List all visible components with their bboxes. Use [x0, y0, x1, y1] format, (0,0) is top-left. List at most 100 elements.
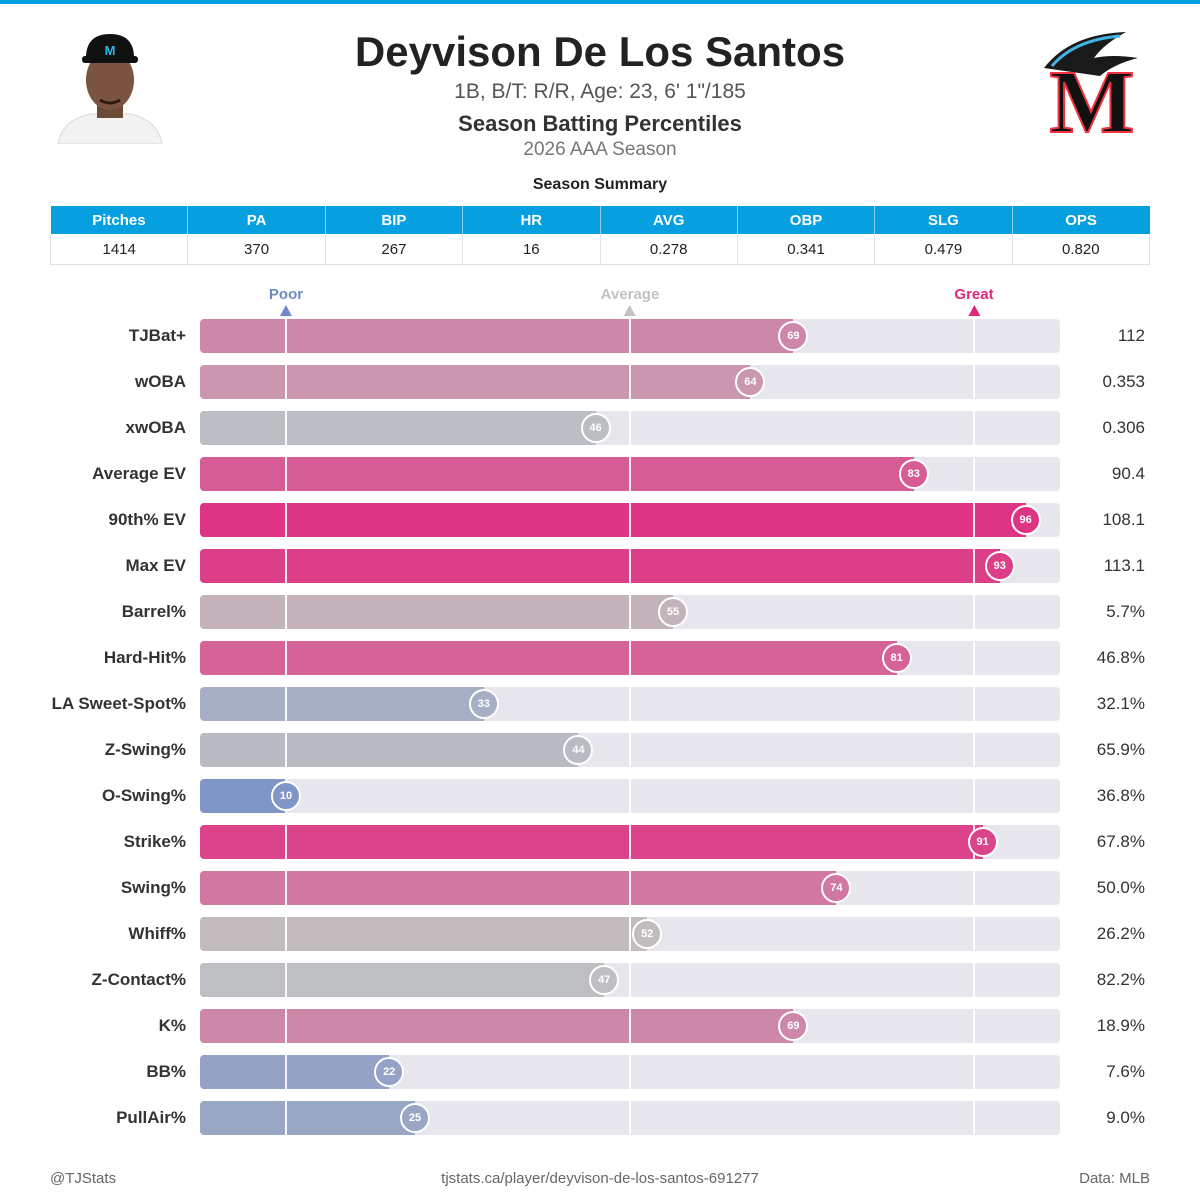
percentile-badge: 10 [271, 781, 301, 811]
reference-guide-line [629, 687, 631, 721]
reference-guide-line [285, 687, 287, 721]
reference-guide-line [973, 641, 975, 675]
metric-value: 46.8% [1096, 648, 1145, 667]
reference-guide-line [285, 963, 287, 997]
percentile-bar [200, 687, 484, 721]
summary-header-cell: PA [187, 206, 326, 234]
summary-header-cell: AVG [600, 206, 738, 234]
summary-value-cell: 267 [325, 234, 464, 265]
reference-guide-line [973, 733, 975, 767]
summary-value-row: 1414 370 267 16 0.278 0.341 0.479 0.820 [49, 234, 1151, 265]
percentile-bar [200, 595, 673, 629]
reference-marker-label: Average [600, 286, 660, 303]
percentile-bar [200, 365, 751, 399]
summary-header-cell: OPS [1012, 206, 1150, 234]
percentile-badge: 91 [967, 827, 998, 857]
metric-label: Barrel% [121, 602, 186, 621]
reference-guide-line [973, 503, 975, 537]
reference-guide-line [629, 595, 631, 629]
reference-guide-line [629, 503, 631, 537]
reference-guide-line [285, 457, 287, 491]
percentile-bar [200, 917, 648, 951]
percentile-track: 83 [200, 457, 1060, 491]
metric-label: Z-Swing% [104, 740, 186, 759]
summary-header-cell: BIP [325, 206, 464, 234]
reference-guide-line [973, 319, 975, 353]
reference-guide-line [629, 825, 631, 859]
season-label: 2026 AAA Season [523, 139, 677, 160]
percentile-track: 46 [200, 411, 1060, 445]
metric-label: Max EV [125, 556, 186, 575]
reference-guide-line [285, 319, 287, 353]
metric-value: 67.8% [1096, 832, 1145, 851]
footer-source: Data: MLB [1079, 1170, 1150, 1187]
percentile-bar [200, 871, 837, 905]
player-name: Deyvison De Los Santos [354, 28, 846, 75]
percentile-bar [200, 1009, 794, 1043]
reference-guide-line [973, 365, 975, 399]
metric-label: xwOBA [125, 418, 186, 437]
metric-value: 7.6% [1106, 1062, 1145, 1081]
percentile-bar [200, 963, 605, 997]
percentile-track: 44 [200, 733, 1060, 767]
metric-value: 50.0% [1096, 878, 1145, 897]
reference-guide-line [973, 549, 975, 583]
percentile-track: 93 [200, 549, 1060, 583]
reference-guide-line [629, 917, 631, 951]
reference-guide-line [285, 595, 287, 629]
summary-header-cell: SLG [874, 206, 1013, 234]
reference-guide-line [285, 1101, 287, 1135]
reference-guide-line [285, 549, 287, 583]
percentile-bar [200, 411, 596, 445]
svg-text:M: M [105, 43, 116, 58]
reference-guide-line [629, 457, 631, 491]
marker-triangle-icon [968, 305, 980, 316]
reference-guide-line [973, 411, 975, 445]
summary-value-cell: 1414 [49, 234, 189, 265]
reference-guide-line [285, 411, 287, 445]
reference-guide-line [973, 963, 975, 997]
percentile-badge: 22 [374, 1057, 405, 1087]
reference-marker-poor: Poor [269, 286, 303, 316]
metric-label: Whiff% [128, 924, 186, 943]
reference-guide-line [973, 779, 975, 813]
percentile-track: 33 [200, 687, 1060, 721]
marker-triangle-icon [279, 305, 292, 316]
summary-header-row: Pitches PA BIP HR AVG OBP SLG OPS [50, 206, 1150, 234]
metric-label: Hard-Hit% [103, 648, 186, 667]
percentile-badge: 69 [778, 321, 809, 351]
percentile-bar [200, 457, 914, 491]
footer-handle: @TJStats [50, 1170, 117, 1187]
reference-guide-line [973, 687, 975, 721]
percentile-track: 52 [200, 917, 1060, 951]
percentile-track: 69 [200, 1009, 1060, 1043]
percentile-track: 91 [200, 825, 1060, 859]
metric-value: 18.9% [1096, 1016, 1145, 1035]
reference-marker-label: Poor [268, 286, 304, 303]
summary-value-cell: 0.341 [737, 234, 876, 265]
summary-title: Season Summary [532, 176, 668, 193]
percentile-track: 69 [200, 319, 1060, 353]
reference-guide-line [629, 411, 631, 445]
reference-guide-line [285, 503, 287, 537]
metric-label: Average EV [92, 464, 186, 483]
metric-label: Z-Contact% [91, 970, 186, 989]
reference-guide-line [285, 825, 287, 859]
percentile-badge: 52 [632, 919, 663, 949]
percentile-badge: 25 [400, 1103, 430, 1133]
percentile-track: 25 [200, 1101, 1060, 1135]
percentile-bar [200, 825, 983, 859]
top-accent-bar [0, 0, 1200, 4]
summary-value-cell: 16 [462, 234, 601, 265]
metric-value: 113.1 [1103, 556, 1145, 575]
percentile-badge: 96 [1010, 505, 1041, 535]
summary-value-cell: 370 [187, 234, 326, 265]
metric-label: PullAir% [116, 1108, 186, 1127]
percentile-track: 81 [200, 641, 1060, 675]
percentile-badge: 74 [821, 873, 852, 903]
metric-value: 32.1% [1096, 694, 1145, 713]
percentile-track: 74 [200, 871, 1060, 905]
reference-guide-line [285, 1009, 287, 1043]
percentile-track: 47 [200, 963, 1060, 997]
summary-value-cell: 0.479 [874, 234, 1013, 265]
